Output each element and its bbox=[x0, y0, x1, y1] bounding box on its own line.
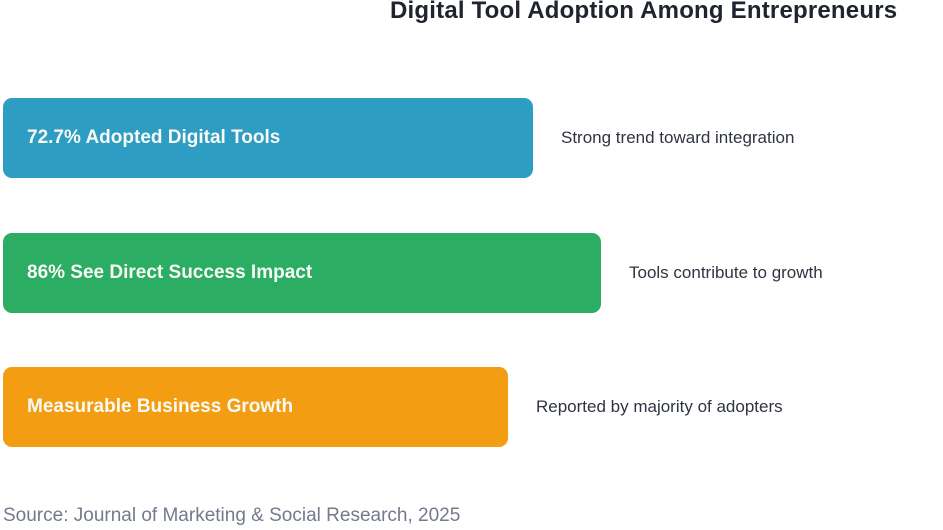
bar-label-success-impact: 86% See Direct Success Impact bbox=[27, 262, 313, 283]
annotation-adopted-digital-tools: Strong trend toward integration bbox=[561, 128, 795, 147]
bar-row-success-impact: 86% See Direct Success Impact Tools cont… bbox=[3, 233, 823, 313]
chart-title: Digital Tool Adoption Among Entrepreneur… bbox=[390, 0, 898, 24]
annotation-business-growth: Reported by majority of adopters bbox=[536, 397, 783, 416]
bar-label-business-growth: Measurable Business Growth bbox=[27, 396, 294, 417]
bar-row-adoption: 72.7% Adopted Digital Tools Strong trend… bbox=[3, 98, 794, 178]
bar-row-business-growth: Measurable Business Growth Reported by m… bbox=[3, 367, 783, 447]
bar-business-growth: Measurable Business Growth bbox=[3, 367, 508, 447]
bar-success-impact: 86% See Direct Success Impact bbox=[3, 233, 601, 313]
bar-label-adopted-digital-tools: 72.7% Adopted Digital Tools bbox=[27, 127, 281, 148]
annotation-success-impact: Tools contribute to growth bbox=[629, 263, 823, 282]
bar-adopted-digital-tools: 72.7% Adopted Digital Tools bbox=[3, 98, 533, 178]
source-caption: Source: Journal of Marketing & Social Re… bbox=[3, 505, 461, 526]
